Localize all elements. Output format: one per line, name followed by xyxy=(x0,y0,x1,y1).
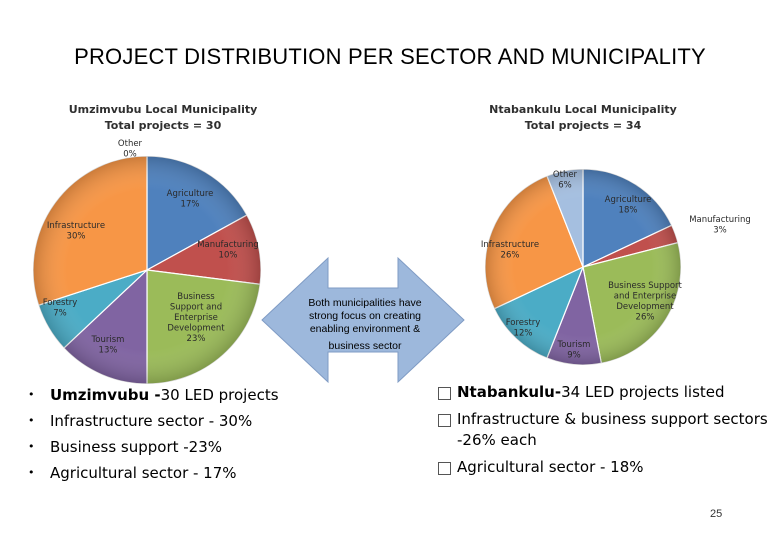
pie-chart-umzimvubu xyxy=(32,155,262,385)
list-item-text: 34 LED projects listed xyxy=(561,383,725,401)
pie-shading xyxy=(33,156,261,384)
list-item-text: 30 LED projects xyxy=(160,386,279,404)
list-item: Agricultural sector - 18% xyxy=(438,457,768,478)
slice-label-forestry: Forestry 12% xyxy=(506,318,541,339)
ntabankulu-summary-list: Ntabankulu-34 LED projects listed Infras… xyxy=(438,382,768,484)
list-item-text: Agricultural sector - 17% xyxy=(50,464,237,482)
bullet-icon: • xyxy=(28,388,35,401)
pie-labels-ntabankulu: Ntabankulu Local Municipality Total proje… xyxy=(481,103,751,361)
pie-labels-umzimvubu: Umzimvubu Local Municipality Total projec… xyxy=(43,103,259,356)
list-item: Infrastructure & business support sector… xyxy=(438,409,768,451)
chart-subtitle: Total projects = 30 xyxy=(105,119,222,132)
pie-shading xyxy=(485,169,681,365)
list-item: Ntabankulu-34 LED projects listed xyxy=(438,382,768,403)
slice-label-other: Other 6% xyxy=(553,170,578,191)
list-item: • Agricultural sector - 17% xyxy=(28,460,279,486)
arrow-text-line-3: enabling environment & xyxy=(310,323,420,335)
arrow-text-line-1: Both municipalities have xyxy=(308,297,421,309)
chart-title: Umzimvubu Local Municipality xyxy=(69,103,258,116)
umzimvubu-summary-list: • Umzimvubu -30 LED projects • Infrastru… xyxy=(28,382,279,486)
checkbox-bullet-icon xyxy=(438,387,451,400)
list-item: • Infrastructure sector - 30% xyxy=(28,408,279,434)
slice-label-other: Other 0% xyxy=(118,139,143,160)
slice-label-tourism: Tourism 13% xyxy=(91,335,125,356)
double-arrow-shape xyxy=(261,256,465,384)
arrow-text-line-4: business sector xyxy=(329,340,402,352)
bullet-icon: • xyxy=(28,466,35,479)
list-item-bold: Umzimvubu - xyxy=(50,386,161,404)
slice-label-agriculture: Agriculture 17% xyxy=(167,189,214,210)
bullet-icon: • xyxy=(28,440,35,453)
list-item-text: Infrastructure & business support sector… xyxy=(457,410,768,449)
slice-label-manufacturing: Manufacturing 10% xyxy=(197,240,259,261)
list-item-text: Infrastructure sector - 30% xyxy=(50,412,253,430)
list-item-bold: Ntabankulu- xyxy=(457,383,562,401)
slice-label-infrastructure: Infrastructure 26% xyxy=(481,240,539,261)
slice-label-business-support-and-enterprise-development: Business Support and Enterprise Development… xyxy=(167,292,225,344)
slice-label-tourism: Tourism 9% xyxy=(557,340,591,361)
slice-label-business-support-and-enterprise-development: Business Support and Enterprise Developmen… xyxy=(608,281,682,323)
arrow-text-line-2: strong focus on creating xyxy=(309,310,421,322)
checkbox-bullet-icon xyxy=(438,414,451,427)
page-number: 25 xyxy=(710,508,723,520)
chart-title: Ntabankulu Local Municipality xyxy=(489,103,677,116)
checkbox-bullet-icon xyxy=(438,462,451,475)
list-item: • Umzimvubu -30 LED projects xyxy=(28,382,279,408)
bullet-icon: • xyxy=(28,414,35,427)
list-item: • Business support -23% xyxy=(28,434,279,460)
pie-chart-ntabankulu xyxy=(484,168,682,366)
list-item-text: Business support -23% xyxy=(50,438,223,456)
slice-label-forestry: Forestry 7% xyxy=(43,298,78,319)
slice-label-agriculture: Agriculture 18% xyxy=(605,195,652,216)
double-arrow: Both municipalities have strong focus on… xyxy=(261,256,465,384)
list-item-text: Agricultural sector - 18% xyxy=(457,458,644,476)
slide-title: PROJECT DISTRIBUTION PER SECTOR AND MUNI… xyxy=(74,44,706,69)
slice-label-manufacturing: Manufacturing 3% xyxy=(689,215,751,236)
chart-subtitle: Total projects = 34 xyxy=(525,119,642,132)
slice-label-infrastructure: Infrastructure 30% xyxy=(47,221,105,242)
